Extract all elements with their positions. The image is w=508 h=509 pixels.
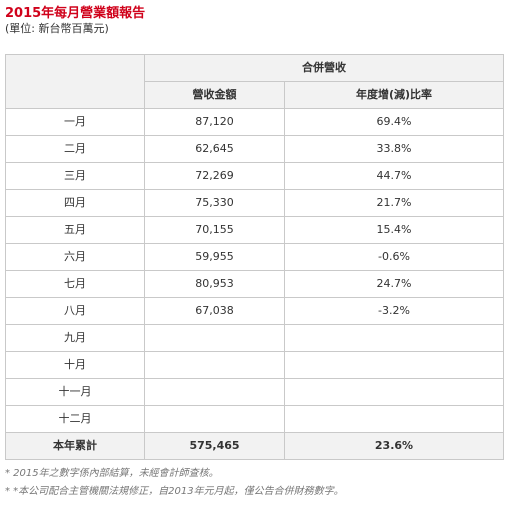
table-row: 二月 62,645 33.8% xyxy=(5,135,504,163)
revenue-cell: 75,330 xyxy=(144,189,285,217)
page-title: 2015年每月營業額報告 xyxy=(5,6,146,21)
month-cell: 二月 xyxy=(5,135,145,163)
revenue-cell: 80,953 xyxy=(144,270,285,298)
footnote: * 2015年之數字係內部結算，未經會計師查核。 xyxy=(5,468,219,479)
growth-cell: 24.7% xyxy=(284,270,504,298)
growth-cell xyxy=(284,351,504,379)
growth-cell: 21.7% xyxy=(284,189,504,217)
table-row: 七月 80,953 24.7% xyxy=(5,270,504,298)
table-row: 十月 xyxy=(5,351,504,379)
month-cell: 十月 xyxy=(5,351,145,379)
revenue-table: 合併營收 營收金額 年度增(減)比率 一月 87,120 69.4% 二月 62,645… xyxy=(5,54,504,460)
footnote: * *本公司配合主管機關法規修正，自2013年元月起，僅公告合併財務數字。 xyxy=(5,486,344,497)
revenue-cell xyxy=(144,324,285,352)
revenue-column-header: 營收金額 xyxy=(144,81,285,109)
growth-column-header: 年度增(減)比率 xyxy=(284,81,504,109)
growth-cell: -3.2% xyxy=(284,297,504,325)
table-row: 六月 59,955 -0.6% xyxy=(5,243,504,271)
revenue-cell xyxy=(144,378,285,406)
table-row: 三月 72,269 44.7% xyxy=(5,162,504,190)
month-cell: 十一月 xyxy=(5,378,145,406)
revenue-cell xyxy=(144,405,285,433)
growth-cell xyxy=(284,324,504,352)
month-cell: 六月 xyxy=(5,243,145,271)
table-header-row-group: 合併營收 xyxy=(5,54,504,109)
revenue-cell: 70,155 xyxy=(144,216,285,244)
unit-note: (單位: 新台幣百萬元) xyxy=(5,22,109,35)
revenue-cell: 62,645 xyxy=(144,135,285,163)
growth-cell: 33.8% xyxy=(284,135,504,163)
revenue-cell: 67,038 xyxy=(144,297,285,325)
table-row: 九月 xyxy=(5,324,504,352)
table-row: 十一月 xyxy=(5,378,504,406)
month-cell: 一月 xyxy=(5,108,145,136)
month-cell: 五月 xyxy=(5,216,145,244)
month-cell: 七月 xyxy=(5,270,145,298)
month-cell: 三月 xyxy=(5,162,145,190)
growth-cell: 44.7% xyxy=(284,162,504,190)
table-row: 八月 67,038 -3.2% xyxy=(5,297,504,325)
table-header-row: 營收金額 年度增(減)比率 xyxy=(6,81,504,109)
total-revenue-cell: 575,465 xyxy=(144,432,285,460)
revenue-cell: 72,269 xyxy=(144,162,285,190)
revenue-cell: 87,120 xyxy=(144,108,285,136)
table-row: 一月 87,120 69.4% xyxy=(5,108,504,136)
total-label-cell: 本年累計 xyxy=(5,432,145,460)
month-cell: 四月 xyxy=(5,189,145,217)
revenue-table-container: 合併營收 營收金額 年度增(減)比率 一月 87,120 69.4% 二月 62,645… xyxy=(5,54,504,460)
table-row: 四月 75,330 21.7% xyxy=(5,189,504,217)
table-row: 五月 70,155 15.4% xyxy=(5,216,504,244)
table-row: 十二月 xyxy=(5,405,504,433)
growth-cell xyxy=(284,405,504,433)
group-header-cell: 合併營收 xyxy=(144,54,504,82)
revenue-cell: 59,955 xyxy=(144,243,285,271)
month-cell: 八月 xyxy=(5,297,145,325)
month-header-cell xyxy=(5,54,145,109)
total-growth-cell: 23.6% xyxy=(284,432,504,460)
footnotes: * 2015年之數字係內部結算，未經會計師查核。 * *本公司配合主管機關法規修… xyxy=(5,465,503,501)
growth-cell: 69.4% xyxy=(284,108,504,136)
revenue-cell xyxy=(144,351,285,379)
total-row: 本年累計 575,465 23.6% xyxy=(5,432,504,460)
growth-cell xyxy=(284,378,504,406)
growth-cell: 15.4% xyxy=(284,216,504,244)
growth-cell: -0.6% xyxy=(284,243,504,271)
month-cell: 十二月 xyxy=(5,405,145,433)
month-cell: 九月 xyxy=(5,324,145,352)
